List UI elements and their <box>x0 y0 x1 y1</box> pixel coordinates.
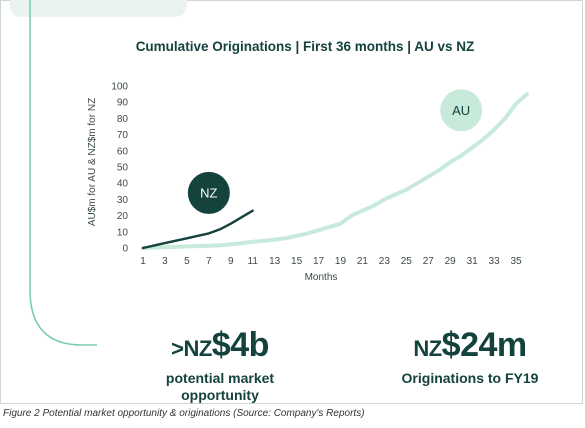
x-axis-label: Months <box>305 272 338 283</box>
market-opportunity-amount: $4b <box>211 326 270 364</box>
series-bubble-nz <box>187 171 230 214</box>
series-bubble-label-au: AU <box>452 103 470 118</box>
market-opportunity-prefix: >NZ <box>171 336 212 361</box>
originations-caption: Originations to FY19 <box>401 370 539 386</box>
figure-caption: Figure 2 Potential market opportunity & … <box>3 408 365 419</box>
x-tick-label: 19 <box>335 256 347 267</box>
series-bubble-label-nz: NZ <box>200 185 217 200</box>
x-tick-label: 25 <box>401 256 413 267</box>
x-tick-label: 17 <box>313 256 325 267</box>
x-tick-label: 23 <box>379 256 391 267</box>
y-tick-label: 0 <box>122 244 128 255</box>
x-tick-label: 29 <box>445 256 457 267</box>
series-bubbles: AU NZ <box>187 89 483 214</box>
y-tick-label: 100 <box>111 82 128 93</box>
x-tick-label: 9 <box>228 256 234 267</box>
series-line-nz <box>141 209 254 250</box>
x-tick-label: 1 <box>140 256 146 267</box>
originations-value: NZ$24m <box>385 326 555 368</box>
y-tick-label: 50 <box>117 163 129 174</box>
originations-prefix: NZ <box>413 336 442 361</box>
x-tick-label: 13 <box>269 256 281 267</box>
y-tick-label: 70 <box>117 130 129 141</box>
y-tick-label: 40 <box>117 179 129 190</box>
y-tick-label: 30 <box>117 195 129 206</box>
originations-amount: $24m <box>441 326 527 364</box>
x-tick-label: 15 <box>291 256 303 267</box>
x-tick-label: 11 <box>248 256 259 267</box>
y-tick-labels: 0 10 20 30 40 50 60 70 80 90 100 <box>111 82 128 255</box>
market-opportunity-value: >NZ$4b <box>140 326 300 368</box>
x-tick-label: 3 <box>162 256 168 267</box>
x-tick-label: 31 <box>467 256 479 267</box>
y-tick-label: 60 <box>117 146 129 157</box>
series-bubble-au <box>440 89 483 132</box>
chart-title: Cumulative Originations | First 36 month… <box>136 39 475 54</box>
decorative-tab <box>10 0 187 17</box>
y-tick-label: 10 <box>117 227 129 238</box>
x-tick-labels: 1 3 5 7 9 11 13 15 17 19 21 23 25 27 29 31 33 35 <box>140 256 522 267</box>
x-tick-label: 27 <box>423 256 435 267</box>
series-lines <box>141 92 529 250</box>
series-line-au <box>141 92 529 250</box>
x-tick-label: 21 <box>357 256 369 267</box>
market-opportunity-stat: >NZ$4b potential market opportunity <box>140 326 300 404</box>
x-tick-label: 33 <box>489 256 501 267</box>
x-tick-label: 35 <box>510 256 522 267</box>
originations-stat: NZ$24m Originations to FY19 <box>385 326 555 387</box>
market-opportunity-caption-line1: potential market <box>165 370 275 386</box>
y-tick-label: 80 <box>117 114 129 125</box>
figure-frame <box>0 0 583 404</box>
x-tick-label: 5 <box>184 256 190 267</box>
y-tick-label: 20 <box>117 211 129 222</box>
x-tick-label: 7 <box>206 256 212 267</box>
y-axis-label: AU$m for AU & NZ$m for NZ <box>87 98 98 226</box>
decorative-accent-line <box>29 0 97 346</box>
y-tick-label: 90 <box>117 98 129 109</box>
chart-canvas: Cumulative Originations | First 36 month… <box>10 0 529 346</box>
market-opportunity-caption-line2: opportunity <box>181 387 259 403</box>
